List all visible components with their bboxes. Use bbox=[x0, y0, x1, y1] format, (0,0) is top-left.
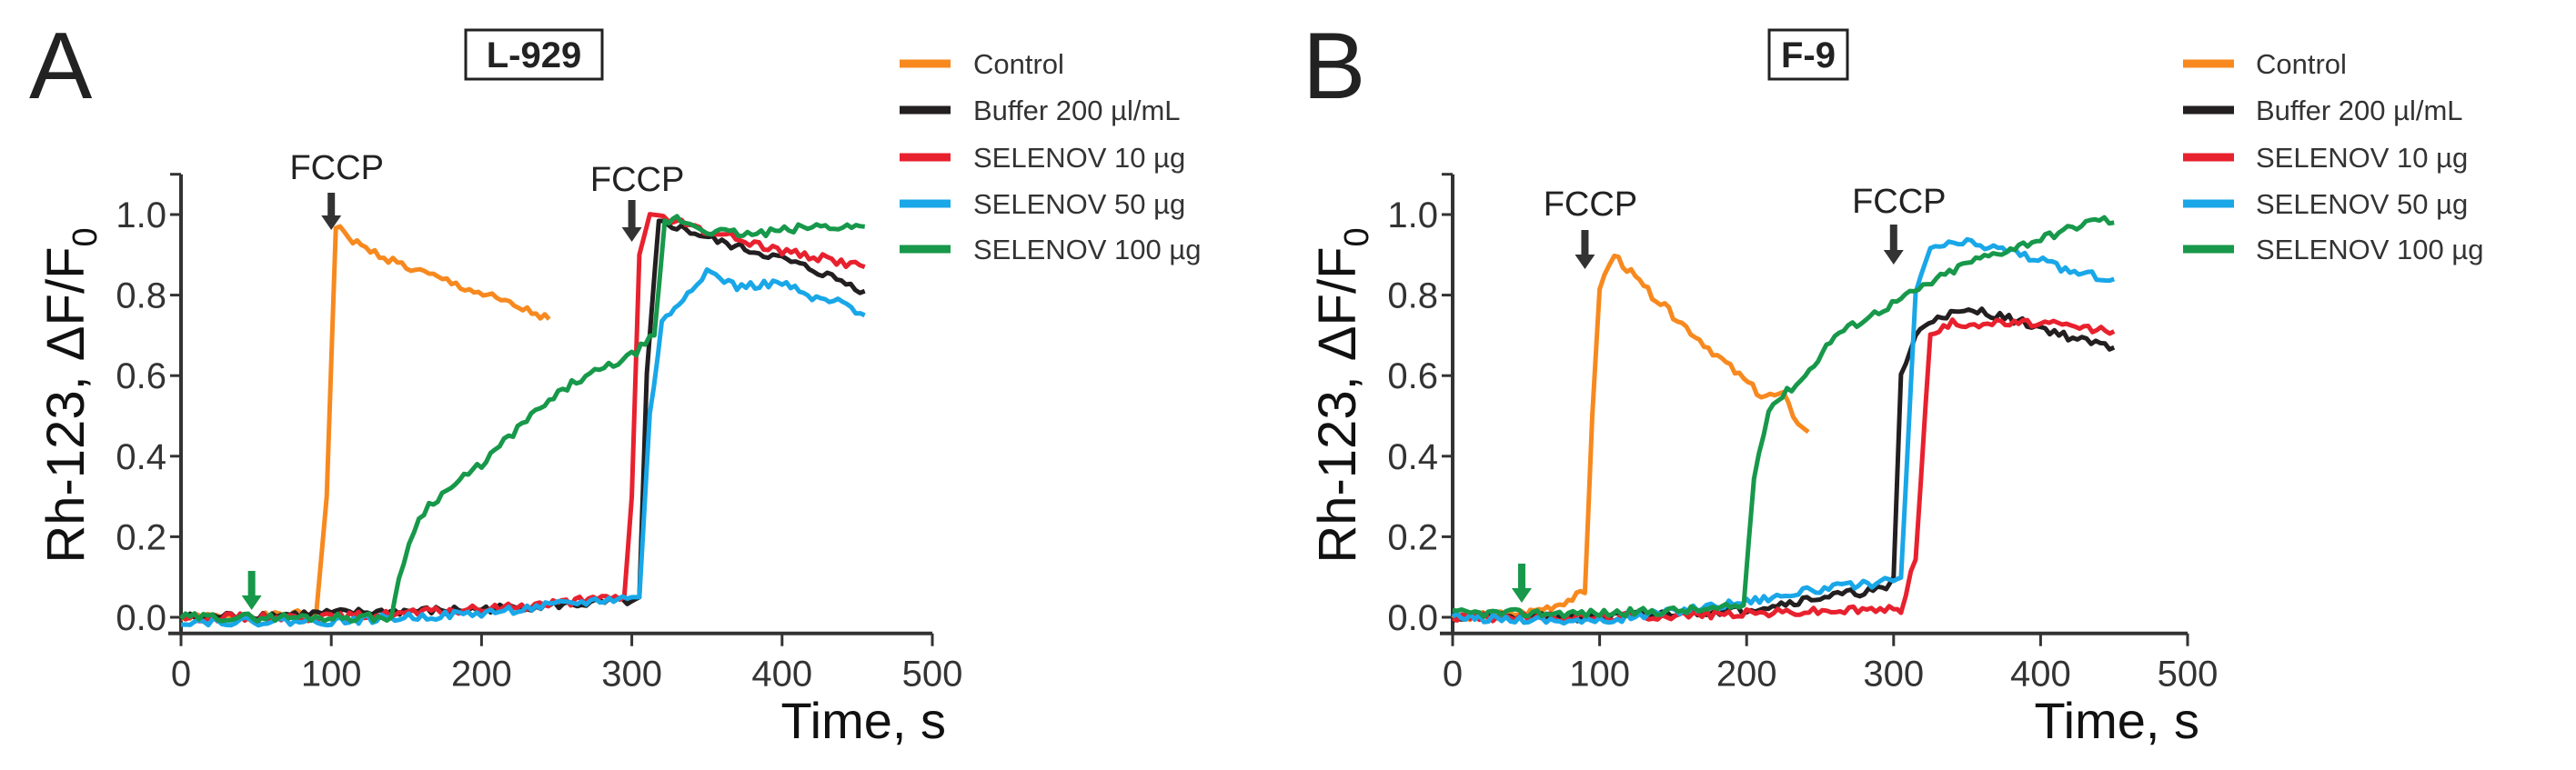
x-tick-label: 400 bbox=[2010, 655, 2071, 695]
series-line-selenov-100-g bbox=[179, 214, 865, 624]
y-tick-label: 0.0 bbox=[116, 598, 166, 638]
panel-letter: A bbox=[29, 14, 93, 119]
series-line-control bbox=[179, 224, 551, 624]
series-line-control bbox=[1451, 253, 1810, 623]
legend-label: Control bbox=[2256, 48, 2347, 80]
panel-a: A L-929 Time, s Rh-123, ΔF/F0 0.00.20.40… bbox=[29, 14, 1202, 749]
legend-label: Control bbox=[973, 48, 1064, 80]
series-line-buffer-200-l-ml bbox=[1452, 306, 2116, 624]
chart-title: L-929 bbox=[487, 35, 582, 75]
x-tick-label: 300 bbox=[1863, 655, 1924, 695]
x-tick-label: 100 bbox=[1569, 655, 1630, 695]
fccp-label: FCCP bbox=[289, 149, 383, 187]
x-tick-label: 200 bbox=[451, 655, 512, 695]
down-arrow-icon bbox=[621, 200, 642, 242]
y-tick-label: 0.4 bbox=[1387, 437, 1438, 477]
x-tick-label: 500 bbox=[902, 655, 963, 695]
legend-label: SELENOV 50 µg bbox=[2256, 188, 2468, 220]
y-axis-label: Rh-123, ΔF/F0 bbox=[36, 227, 105, 563]
y-tick-label: 0.6 bbox=[116, 356, 166, 396]
y-axis-label-sub: 0 bbox=[1338, 227, 1376, 246]
chart-title: F-9 bbox=[1781, 35, 1836, 75]
y-axis-label-main: Rh-123, ΔF/F bbox=[36, 246, 96, 563]
legend-label: SELENOV 100 µg bbox=[2256, 234, 2484, 265]
y-axis-label-main: Rh-123, ΔF/F bbox=[1308, 246, 1367, 563]
title-box bbox=[1767, 28, 1849, 81]
x-axis-label: Time, s bbox=[781, 692, 946, 749]
y-tick-label: 0.8 bbox=[116, 276, 166, 316]
treatment-arrow-icon bbox=[241, 571, 262, 610]
legend-label: SELENOV 50 µg bbox=[973, 188, 1185, 220]
legend-label: Buffer 200 µl/mL bbox=[2256, 95, 2463, 126]
x-axis-label: Time, s bbox=[2035, 692, 2199, 749]
x-tick-label: 200 bbox=[1716, 655, 1777, 695]
y-tick-label: 1.0 bbox=[116, 195, 166, 235]
panel-letter: B bbox=[1303, 14, 1365, 119]
title-box bbox=[464, 28, 604, 81]
y-tick-label: 0.6 bbox=[1387, 356, 1438, 396]
y-tick-label: 0.0 bbox=[1387, 598, 1438, 638]
down-arrow-icon bbox=[321, 193, 342, 230]
y-axis-label: Rh-123, ΔF/F0 bbox=[1308, 227, 1376, 563]
series-line-selenov-50-g bbox=[180, 267, 866, 628]
x-tick-label: 0 bbox=[1443, 655, 1463, 695]
y-tick-label: 0.8 bbox=[1387, 276, 1438, 316]
y-tick-label: 1.0 bbox=[1387, 195, 1438, 235]
legend-label: SELENOV 10 µg bbox=[2256, 142, 2468, 174]
y-tick-label: 0.2 bbox=[1387, 517, 1438, 557]
x-tick-label: 100 bbox=[301, 655, 362, 695]
legend-label: SELENOV 10 µg bbox=[973, 142, 1185, 174]
legend-label: Buffer 200 µl/mL bbox=[973, 95, 1181, 126]
fccp-label: FCCP bbox=[1852, 183, 1946, 221]
y-tick-label: 0.2 bbox=[116, 517, 166, 557]
down-arrow-icon bbox=[1575, 230, 1595, 269]
series-line-selenov-100-g bbox=[1452, 215, 2115, 620]
x-tick-label: 500 bbox=[2158, 655, 2219, 695]
x-tick-label: 400 bbox=[751, 655, 812, 695]
treatment-arrow-icon bbox=[1511, 564, 1532, 603]
series-line-selenov-50-g bbox=[1451, 236, 2116, 626]
fccp-label: FCCP bbox=[1544, 185, 1637, 224]
series-line-selenov-10-g bbox=[179, 212, 866, 624]
x-tick-label: 300 bbox=[601, 655, 662, 695]
legend-label: SELENOV 100 µg bbox=[973, 234, 1202, 265]
fccp-label: FCCP bbox=[590, 161, 684, 199]
x-tick-label: 0 bbox=[171, 655, 191, 695]
y-tick-label: 0.4 bbox=[116, 437, 166, 477]
series-line-selenov-10-g bbox=[1452, 317, 2116, 624]
down-arrow-icon bbox=[1883, 225, 1904, 265]
y-axis-label-sub: 0 bbox=[66, 227, 105, 246]
panel-b: B F-9 Time, s Rh-123, ΔF/F0 0.00.20.40.6… bbox=[1303, 14, 2484, 749]
